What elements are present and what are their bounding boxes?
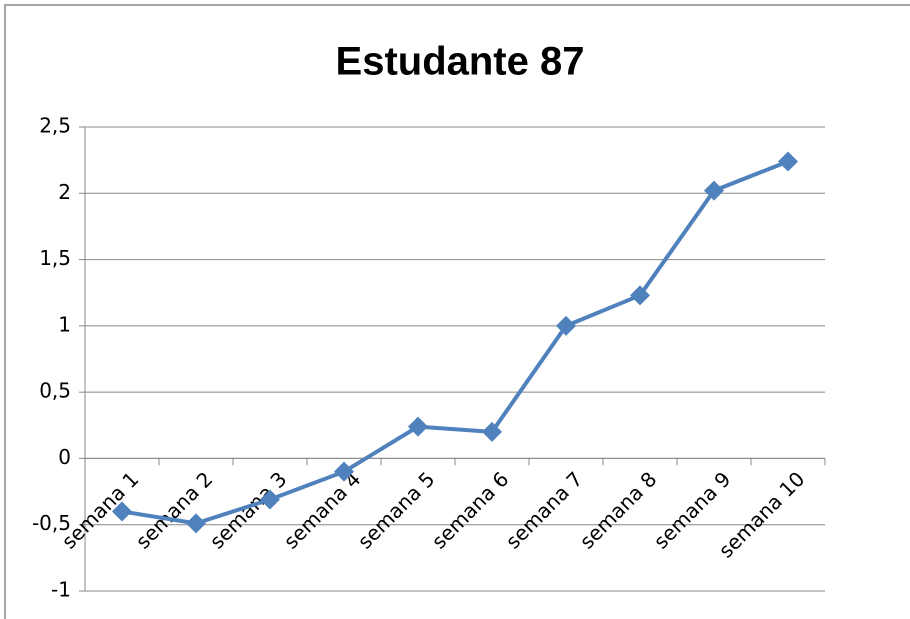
marker [556,315,576,336]
marker [334,461,354,482]
line [121,159,789,526]
y-tick-label: -0,5 [32,511,71,535]
chart-title: Estudante 87 [336,40,585,84]
y-tick-label: 2 [58,180,71,204]
marker [778,151,798,172]
marker [704,180,724,201]
y-tick-label: 0,5 [39,379,71,403]
marker [260,489,280,510]
y-tick-label: 1 [58,312,71,336]
marker [408,416,428,437]
marker [630,285,650,306]
y-tick-label: -1 [51,578,71,602]
y-tick-label: 1,5 [39,246,71,270]
marker [186,513,206,534]
y-tick-label: 2,5 [39,114,71,138]
marker [482,421,502,442]
marker [112,501,132,522]
y-tick-label: 0 [58,445,71,469]
